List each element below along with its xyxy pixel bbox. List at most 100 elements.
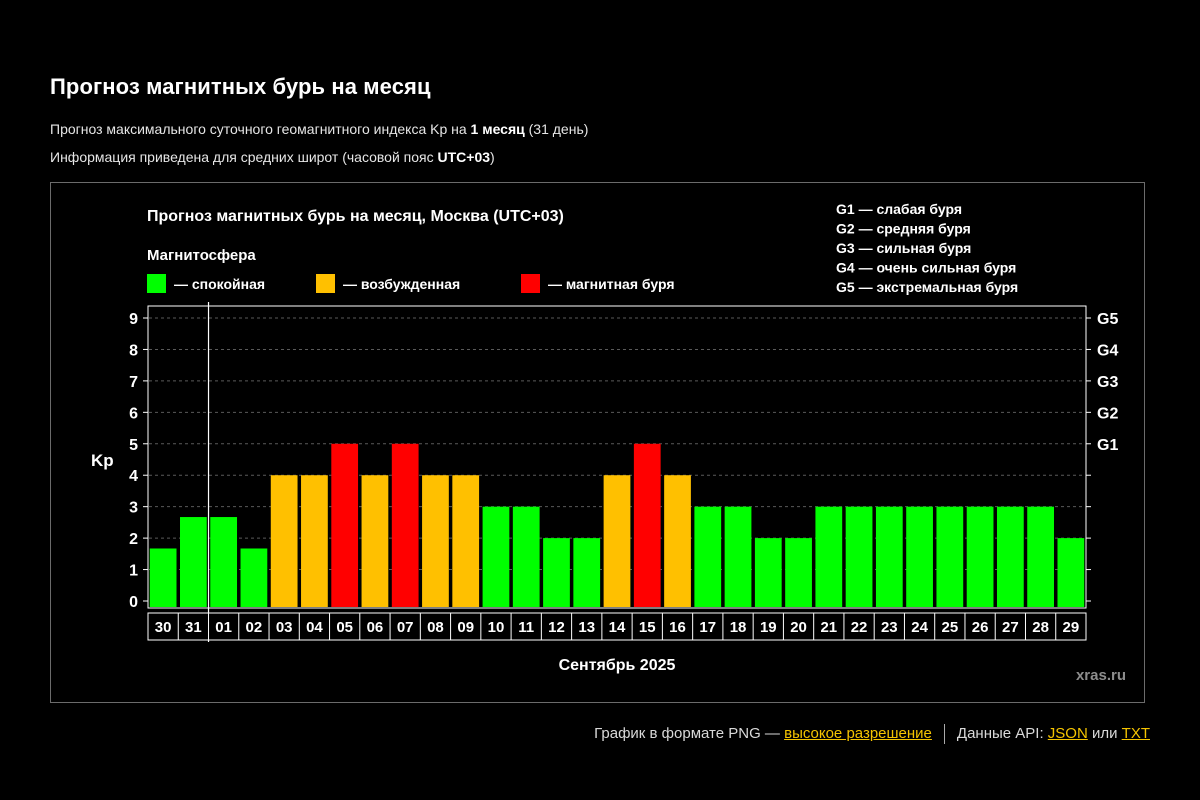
x-tick-label-04: 04 bbox=[306, 619, 323, 636]
bar-day-08 bbox=[422, 475, 449, 607]
x-tick-label-30: 30 bbox=[155, 619, 172, 636]
y-tick-label-2: 2 bbox=[129, 531, 138, 548]
high-resolution-link[interactable]: высокое разрешение bbox=[784, 724, 932, 742]
bar-day-14 bbox=[603, 475, 631, 607]
x-tick-label-12: 12 bbox=[548, 619, 565, 636]
bar-day-16 bbox=[664, 475, 691, 607]
subtitle-timezone: Информация приведена для средних широт (… bbox=[50, 149, 495, 165]
page-title: Прогноз магнитных бурь на месяц bbox=[50, 74, 431, 99]
bar-day-15 bbox=[633, 443, 661, 607]
storm-level-legend-4: G4 — очень сильная буря bbox=[836, 260, 1016, 276]
x-tick-label-03: 03 bbox=[276, 619, 293, 636]
x-tick-label-26: 26 bbox=[972, 619, 989, 636]
footer-png-prefix: График в формате PNG — bbox=[594, 724, 785, 742]
x-tick-label-22: 22 bbox=[851, 619, 868, 636]
right-axis-label-g5: G5 bbox=[1097, 311, 1118, 328]
kp-forecast-chart: Прогноз магнитных бурь на месяц, Москва … bbox=[91, 201, 1126, 684]
bar-day-05 bbox=[331, 443, 359, 607]
bar-day-22 bbox=[845, 506, 873, 607]
x-tick-label-31: 31 bbox=[185, 619, 202, 636]
y-tick-label-1: 1 bbox=[129, 563, 138, 580]
x-tick-label-24: 24 bbox=[911, 619, 928, 636]
storm-level-legend-5: G5 — экстремальная буря bbox=[836, 279, 1018, 295]
legend-label-active: — возбужденная bbox=[343, 276, 460, 292]
bar-day-06 bbox=[361, 475, 389, 607]
x-tick-label-10: 10 bbox=[488, 619, 505, 636]
bar-day-11 bbox=[512, 506, 540, 607]
x-tick-label-02: 02 bbox=[246, 619, 263, 636]
y-tick-label-7: 7 bbox=[129, 374, 138, 391]
x-tick-label-16: 16 bbox=[669, 619, 686, 636]
chart-title: Прогноз магнитных бурь на месяц, Москва … bbox=[147, 208, 564, 225]
legend-swatch-active bbox=[316, 274, 335, 293]
x-tick-label-15: 15 bbox=[639, 619, 656, 636]
bar-day-20 bbox=[785, 538, 812, 607]
bar-day-12 bbox=[543, 538, 570, 607]
x-tick-label-23: 23 bbox=[881, 619, 898, 636]
json-link[interactable]: JSON bbox=[1047, 724, 1088, 742]
x-tick-label-21: 21 bbox=[820, 619, 837, 636]
bar-day-18 bbox=[724, 506, 752, 607]
storm-level-legend-1: G1 — слабая буря bbox=[836, 201, 962, 217]
x-axis-label: Сентябрь 2025 bbox=[559, 657, 676, 674]
watermark: xras.ru bbox=[1076, 667, 1126, 684]
legend-swatch-storm bbox=[521, 274, 540, 293]
y-tick-label-3: 3 bbox=[129, 500, 138, 517]
bar-day-04 bbox=[301, 475, 328, 607]
subtitle-forecast-prefix: Прогноз максимального суточного геомагни… bbox=[50, 121, 471, 137]
legend-label-calm: — спокойная bbox=[174, 276, 265, 292]
x-tick-label-18: 18 bbox=[730, 619, 747, 636]
bar-day-23 bbox=[875, 506, 903, 607]
y-tick-label-8: 8 bbox=[129, 342, 138, 359]
bar-day-03 bbox=[270, 475, 298, 607]
bar-day-19 bbox=[754, 538, 782, 607]
x-tick-label-07: 07 bbox=[397, 619, 414, 636]
x-tick-label-08: 08 bbox=[427, 619, 444, 636]
bar-day-28 bbox=[1027, 506, 1054, 607]
bar-day-21 bbox=[815, 506, 843, 607]
footer-divider bbox=[943, 724, 945, 744]
day-labels-box bbox=[147, 612, 1087, 641]
bar-day-25 bbox=[936, 506, 964, 607]
chart-frame: Прогноз магнитных бурь на месяц, Москва … bbox=[50, 182, 1145, 703]
legend-label-storm: — магнитная буря bbox=[548, 276, 675, 292]
bar-day-17 bbox=[694, 506, 722, 607]
legend-title: Магнитосфера bbox=[147, 247, 256, 264]
subtitle-forecast-bold: 1 месяц bbox=[470, 121, 525, 137]
txt-link[interactable]: TXT bbox=[1121, 724, 1150, 742]
x-tick-label-05: 05 bbox=[336, 619, 353, 636]
footer-api-prefix: Данные API: bbox=[956, 724, 1048, 742]
right-axis-label-g4: G4 bbox=[1097, 342, 1118, 359]
y-tick-label-9: 9 bbox=[129, 311, 138, 328]
y-tick-label-6: 6 bbox=[129, 405, 138, 422]
right-axis-label-g1: G1 bbox=[1097, 437, 1118, 454]
bar-day-09 bbox=[452, 475, 480, 607]
footer: График в формате PNG — высокое разрешени… bbox=[594, 724, 1150, 744]
x-tick-label-11: 11 bbox=[518, 619, 534, 636]
bar-day-01 bbox=[210, 517, 238, 607]
bar-day-02 bbox=[240, 548, 268, 607]
subtitle-forecast-period: Прогноз максимального суточного геомагни… bbox=[50, 121, 588, 137]
y-tick-label-5: 5 bbox=[129, 437, 138, 454]
right-axis-label-g2: G2 bbox=[1097, 405, 1118, 422]
x-tick-label-27: 27 bbox=[1002, 619, 1019, 636]
bar-day-31 bbox=[180, 517, 207, 607]
x-tick-label-09: 09 bbox=[457, 619, 474, 636]
bar-day-07 bbox=[391, 443, 419, 607]
x-tick-label-06: 06 bbox=[367, 619, 384, 636]
x-tick-label-17: 17 bbox=[699, 619, 716, 636]
x-tick-label-13: 13 bbox=[578, 619, 595, 636]
x-tick-label-29: 29 bbox=[1063, 619, 1080, 636]
x-tick-label-14: 14 bbox=[609, 619, 626, 636]
right-axis-label-g3: G3 bbox=[1097, 374, 1118, 391]
bar-day-27 bbox=[996, 506, 1024, 607]
bar-day-13 bbox=[573, 538, 601, 607]
x-tick-label-01: 01 bbox=[215, 619, 232, 636]
x-tick-label-25: 25 bbox=[941, 619, 958, 636]
legend-swatch-calm bbox=[147, 274, 166, 293]
x-tick-label-28: 28 bbox=[1032, 619, 1049, 636]
subtitle-forecast-suffix: (31 день) bbox=[524, 121, 589, 137]
bar-day-30 bbox=[149, 548, 177, 607]
y-axis-label: Kp bbox=[91, 451, 114, 470]
